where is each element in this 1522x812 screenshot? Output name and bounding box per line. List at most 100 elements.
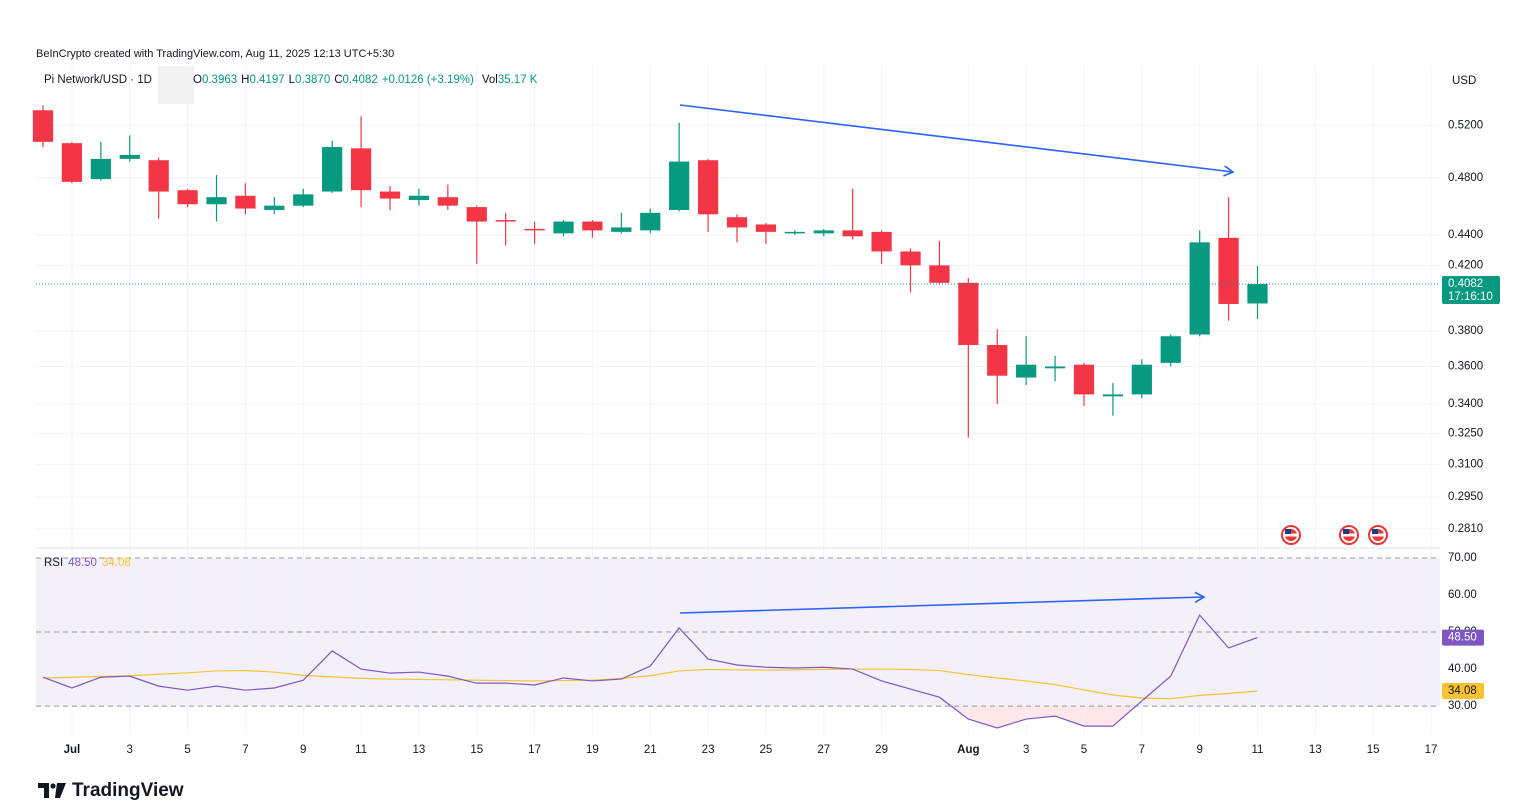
legend-part: 34.08 xyxy=(102,557,131,569)
candle-body xyxy=(119,154,140,159)
candle-body xyxy=(32,110,54,142)
y-tick-label: 0.4200 xyxy=(1448,259,1483,271)
candle-body xyxy=(1102,394,1124,397)
candle-body xyxy=(90,158,111,180)
y-tick-label: 0.5200 xyxy=(1448,119,1483,131)
x-tick-label: 3 xyxy=(1023,744,1029,756)
candle-body xyxy=(524,228,545,231)
marks-layer xyxy=(32,105,1440,729)
candle-body xyxy=(350,148,372,191)
y-tick-label: 0.3250 xyxy=(1448,428,1483,440)
event-icon[interactable] xyxy=(1339,525,1359,545)
y-tick-label: 0.4800 xyxy=(1448,172,1483,184)
candle-body xyxy=(900,251,921,266)
candle-body xyxy=(379,191,401,199)
credit: BeInCrypto created with TradingView.com,… xyxy=(36,48,394,60)
candle-body xyxy=(1073,364,1095,395)
legend-part: O xyxy=(193,74,202,86)
x-tick-label: 17 xyxy=(528,744,541,756)
candle-body xyxy=(437,197,458,206)
x-tick-label: 17 xyxy=(1425,744,1438,756)
event-icon[interactable] xyxy=(1368,525,1388,545)
candle-body xyxy=(726,217,748,228)
x-tick-label: 13 xyxy=(413,744,426,756)
candle-body xyxy=(177,190,198,205)
candle-body xyxy=(495,220,516,222)
countdown-label: 17:16:10 xyxy=(1448,291,1493,303)
legend-part: 0.3870 xyxy=(295,74,330,86)
candle-body xyxy=(871,231,892,252)
candle-body xyxy=(408,195,430,200)
y-tick-label: 0.3100 xyxy=(1448,459,1483,471)
candle-body xyxy=(206,197,227,205)
y-tick-label: 0.3800 xyxy=(1448,325,1483,337)
candle-body xyxy=(611,227,632,232)
chart-title: Pi Network/USD · 1D xyxy=(44,74,152,86)
x-tick-label: 19 xyxy=(586,744,599,756)
y-tick-label: 0.2950 xyxy=(1448,491,1483,503)
event-icon[interactable] xyxy=(1281,525,1301,545)
candle-body xyxy=(842,230,863,237)
x-tick-label: 3 xyxy=(127,744,133,756)
x-tick-label: 11 xyxy=(355,744,367,756)
x-tick-label: Aug xyxy=(957,744,979,756)
x-tick-label: 27 xyxy=(817,744,830,756)
last-price-label: 0.4082 xyxy=(1448,278,1483,290)
candle-body xyxy=(697,160,719,215)
legend-part: 0.4082 xyxy=(343,74,378,86)
rsi-ma-label: 34.08 xyxy=(1448,685,1477,697)
rsi-tick-label: 30.00 xyxy=(1448,700,1477,712)
event-icons xyxy=(1281,525,1388,545)
candle-body xyxy=(553,221,574,234)
candle-body xyxy=(582,221,603,231)
rsi-value-tag xyxy=(1442,629,1484,646)
rsi-ma-line xyxy=(42,668,1258,700)
candle-body xyxy=(987,344,1008,376)
x-tick-label: Jul xyxy=(64,744,81,756)
legend-part: Vol xyxy=(482,74,498,86)
candle-body xyxy=(1131,364,1152,395)
candle-body xyxy=(784,231,805,234)
rsi-tick-label: 70.00 xyxy=(1448,552,1477,564)
rsi-trend-arrow xyxy=(679,591,1206,614)
x-tick-label: 13 xyxy=(1309,744,1322,756)
rsi-tick-label: 60.00 xyxy=(1448,589,1477,601)
candle-body xyxy=(148,160,169,192)
x-tick-label: 9 xyxy=(300,744,306,756)
legend-part: 35.17 K xyxy=(498,74,538,86)
rsi-tick-label: 40.00 xyxy=(1448,663,1477,675)
legend-part: RSI xyxy=(44,557,63,569)
last-price-tag xyxy=(1442,276,1500,305)
candle-body xyxy=(669,161,690,210)
candle-body xyxy=(1218,237,1239,304)
x-tick-label: 15 xyxy=(1367,744,1380,756)
rsi-legend: RSI 48.50 34.08 xyxy=(44,557,131,569)
background-layer xyxy=(36,557,1440,728)
ohlc-legend: O0.3963 H0.4197 L0.3870 C0.4082 +0.0126 (+3.… xyxy=(193,74,538,86)
x-tick-label: 7 xyxy=(242,744,248,756)
candle-body xyxy=(1160,336,1181,363)
rsi-ma-tag xyxy=(1442,683,1484,700)
legend-part: 48.50 xyxy=(68,557,97,569)
x-tick-label: 5 xyxy=(184,744,190,756)
y-tick-label: 0.2810 xyxy=(1448,523,1483,535)
y-tick-label: 0.3400 xyxy=(1448,398,1483,410)
legend-part: L xyxy=(289,74,296,86)
x-tick-label: 15 xyxy=(470,744,483,756)
x-tick-label: 7 xyxy=(1139,744,1145,756)
candle-body xyxy=(1189,242,1210,335)
candle-body xyxy=(755,224,777,232)
candle-body xyxy=(61,143,83,182)
x-tick-label: 29 xyxy=(875,744,888,756)
candle-body xyxy=(929,265,950,283)
candle-body xyxy=(813,230,834,234)
candle-body xyxy=(640,212,661,231)
legend-part: 0.3963 xyxy=(202,74,237,86)
rsi-value-label: 48.50 xyxy=(1448,632,1477,644)
candle-body xyxy=(322,147,343,192)
candle-body xyxy=(1247,284,1268,304)
legend-part: H xyxy=(241,74,249,86)
candle-body xyxy=(235,195,256,209)
legend-part: 0.4197 xyxy=(249,74,284,86)
